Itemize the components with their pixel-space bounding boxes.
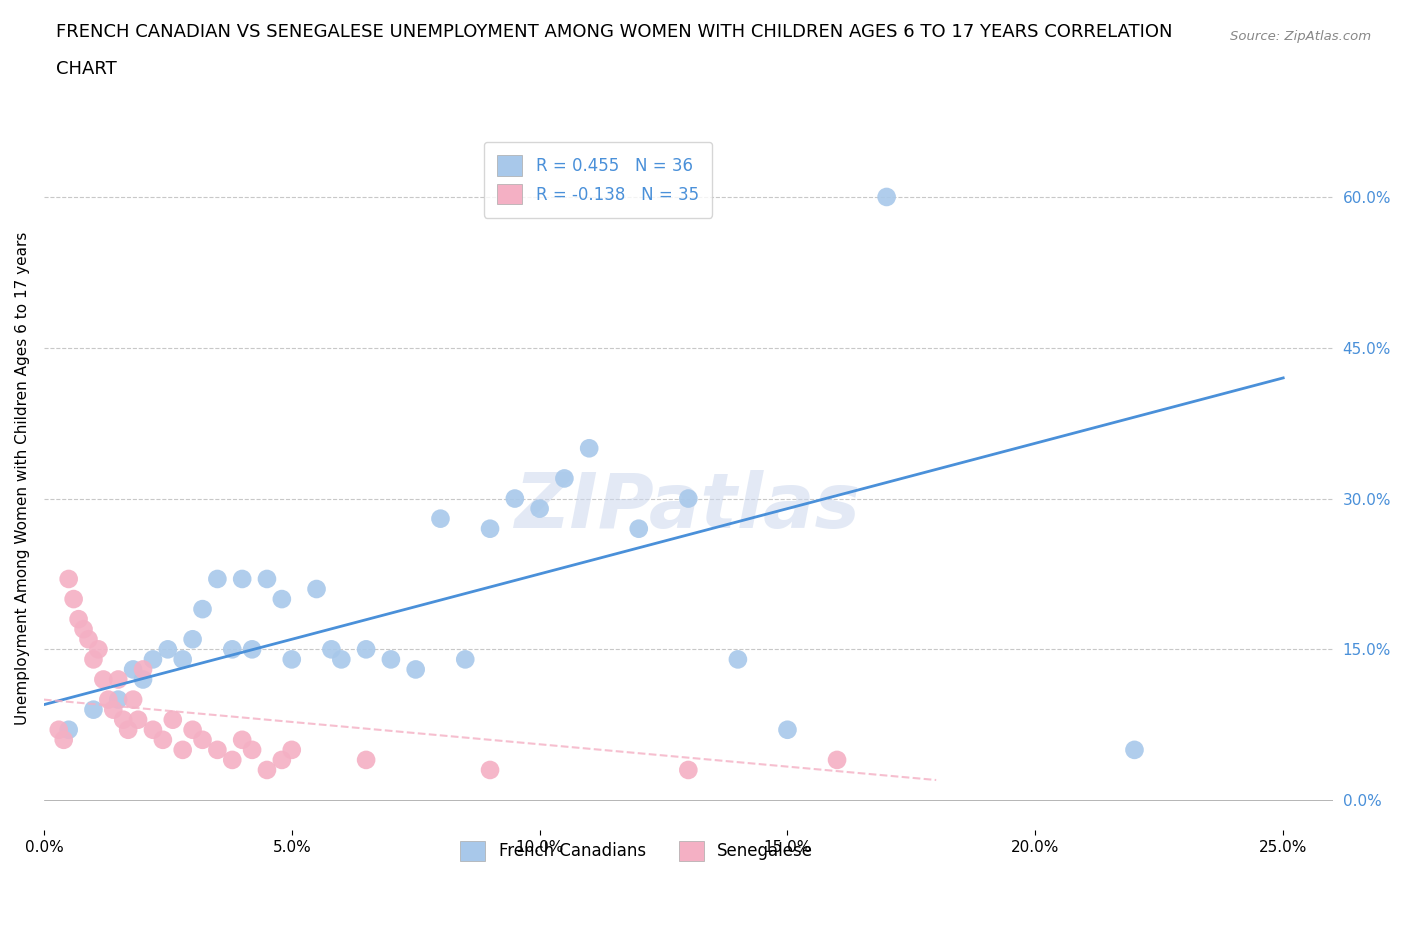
Point [142,652,165,667]
Point [256,763,278,777]
Point [52,732,75,747]
Point [627,522,650,537]
Point [122,662,145,677]
Point [776,723,799,737]
Point [152,732,174,747]
Point [207,742,229,757]
Point [270,591,292,606]
Point [82,702,104,717]
Point [87,642,110,657]
Text: FRENCH CANADIAN VS SENEGALESE UNEMPLOYMENT AMONG WOMEN WITH CHILDREN AGES 6 TO 1: FRENCH CANADIAN VS SENEGALESE UNEMPLOYME… [56,23,1173,41]
Point [678,491,700,506]
Point [529,501,551,516]
Point [191,732,214,747]
Point [77,631,100,646]
Point [825,752,848,767]
Text: CHART: CHART [56,60,117,78]
Point [162,712,184,727]
Point [62,591,84,606]
Point [117,723,139,737]
Point [240,642,263,657]
Point [354,642,377,657]
Point [479,763,502,777]
Point [429,512,451,526]
Point [127,712,149,727]
Point [231,572,253,587]
Point [67,612,90,627]
Point [221,642,243,657]
Point [142,723,165,737]
Point [281,652,304,667]
Point [181,631,204,646]
Point [132,662,155,677]
Point [48,723,70,737]
Point [97,692,120,707]
Point [503,491,526,506]
Point [876,190,898,205]
Point [207,572,229,587]
Point [156,642,179,657]
Point [191,602,214,617]
Point [354,752,377,767]
Point [270,752,292,767]
Point [107,672,129,687]
Y-axis label: Unemployment Among Women with Children Ages 6 to 17 years: Unemployment Among Women with Children A… [15,232,30,725]
Text: Source: ZipAtlas.com: Source: ZipAtlas.com [1230,30,1371,43]
Point [553,471,575,485]
Point [107,692,129,707]
Point [82,652,104,667]
Point [181,723,204,737]
Point [58,572,80,587]
Point [221,752,243,767]
Point [330,652,353,667]
Point [380,652,402,667]
Point [727,652,749,667]
Point [454,652,477,667]
Point [321,642,343,657]
Point [256,572,278,587]
Point [112,712,135,727]
Point [678,763,700,777]
Legend: French Canadians, Senegalese: French Canadians, Senegalese [454,834,820,868]
Point [231,732,253,747]
Text: ZIPatlas: ZIPatlas [516,470,862,544]
Point [240,742,263,757]
Point [103,702,125,717]
Point [1123,742,1146,757]
Point [578,441,600,456]
Point [93,672,115,687]
Point [281,742,304,757]
Point [405,662,427,677]
Point [122,692,145,707]
Point [172,652,194,667]
Point [305,581,328,596]
Point [58,723,80,737]
Point [479,522,502,537]
Point [72,622,94,637]
Point [172,742,194,757]
Point [132,672,155,687]
